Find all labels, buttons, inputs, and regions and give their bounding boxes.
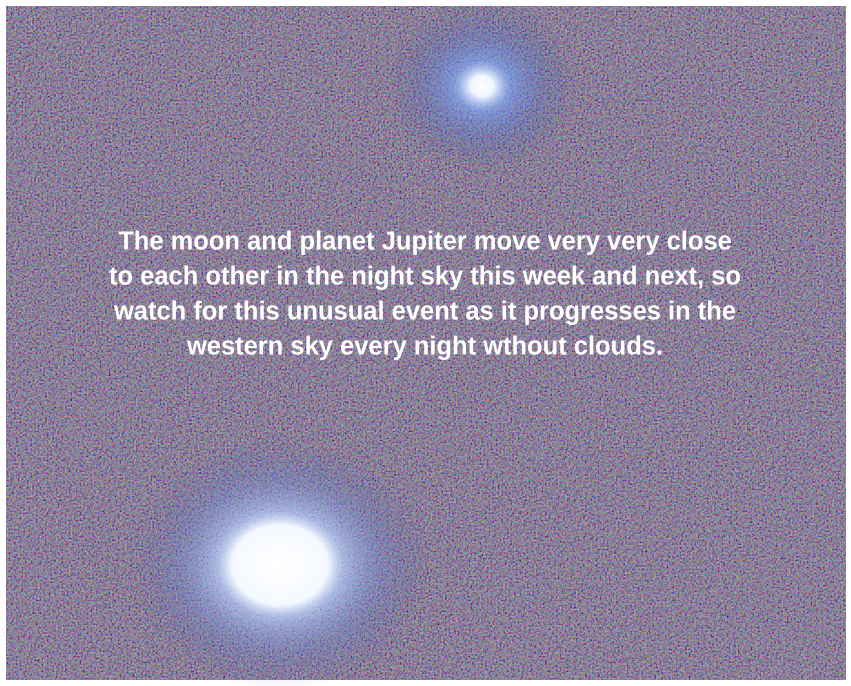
caption-line: western sky every night wthout clouds. xyxy=(186,333,663,361)
caption-line: to each other in the night sky this week… xyxy=(109,263,741,291)
caption-line: watch for this unusual event as it progr… xyxy=(113,298,736,326)
moon xyxy=(130,440,430,686)
page: The moon and planet Jupiter move very ve… xyxy=(0,0,851,686)
jupiter xyxy=(387,1,577,171)
caption-line: The moon and planet Jupiter move very ve… xyxy=(118,228,732,256)
photo: The moon and planet Jupiter move very ve… xyxy=(0,0,851,686)
